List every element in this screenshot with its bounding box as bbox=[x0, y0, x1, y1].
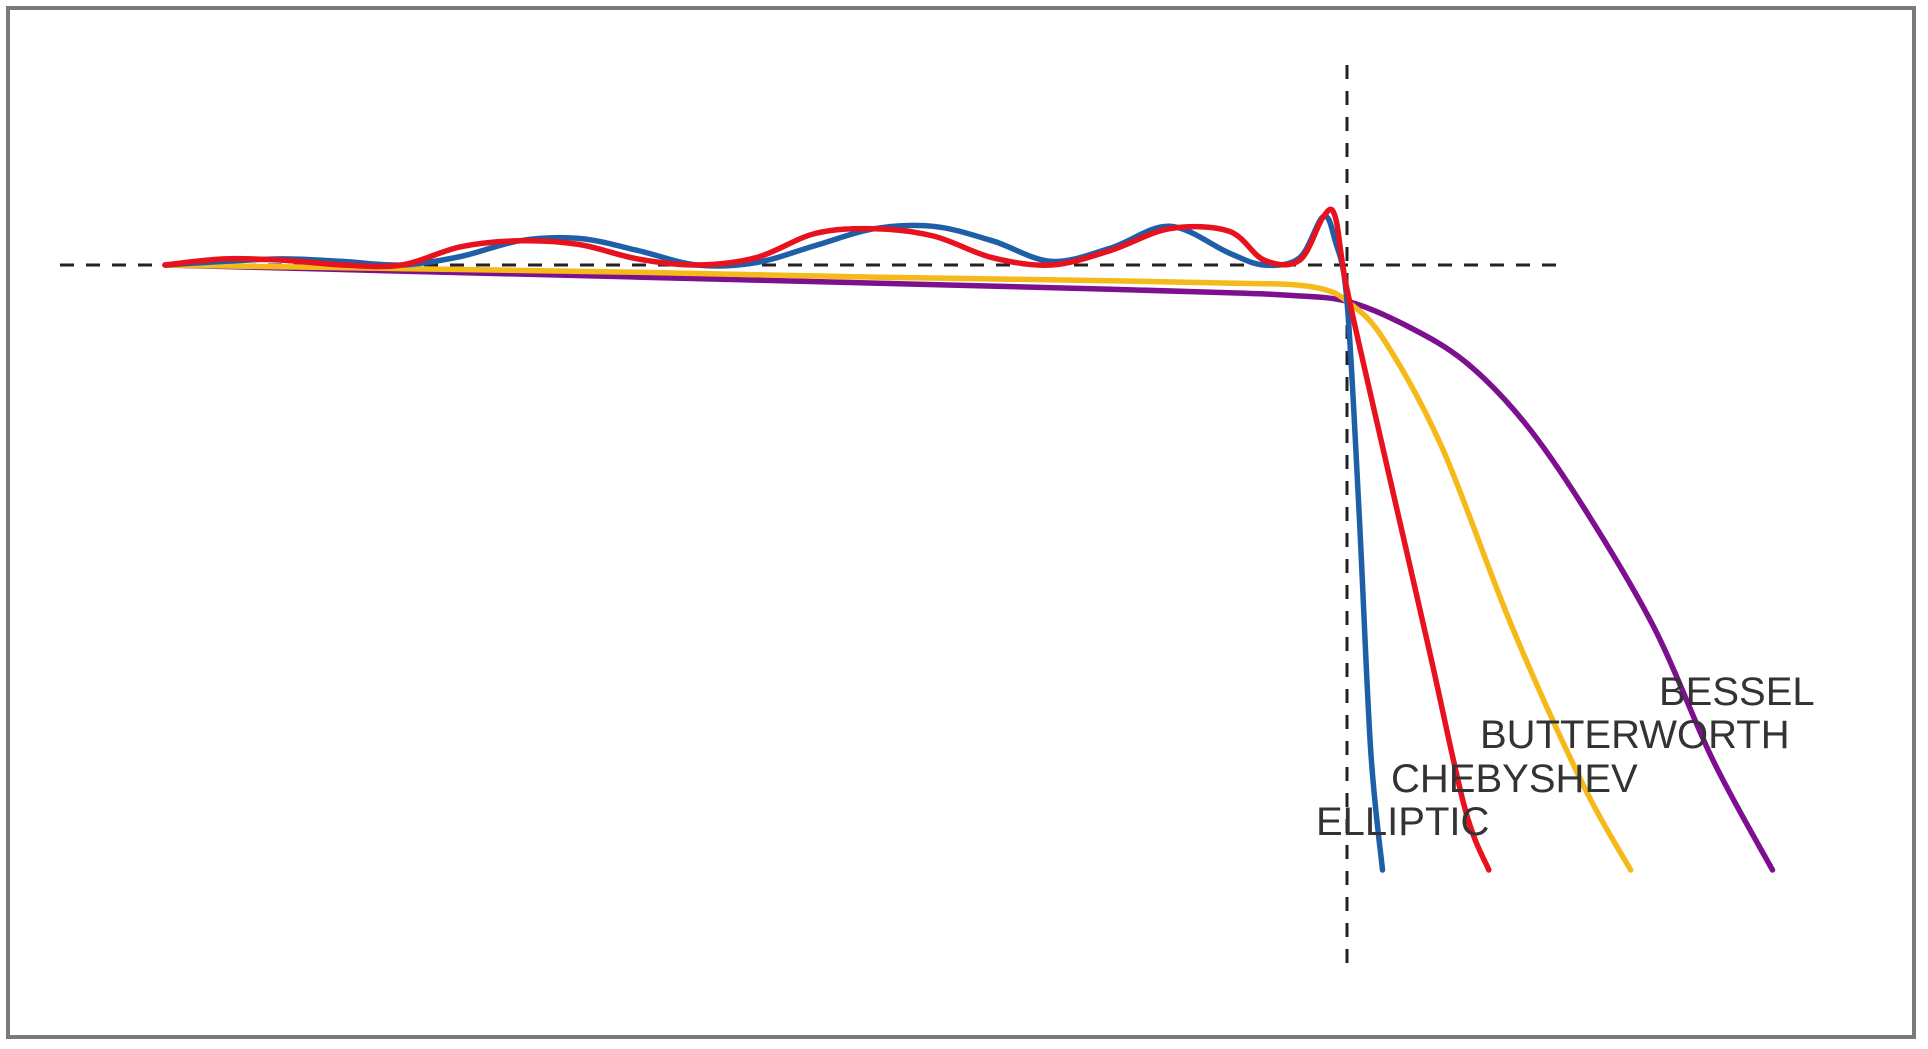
reference-lines bbox=[60, 65, 1560, 970]
series-lines bbox=[162, 206, 1776, 873]
series-line-butterworth bbox=[162, 262, 1634, 873]
label-butterworth: BUTTERWORTH bbox=[1480, 713, 1790, 757]
series-line-chebyshev bbox=[162, 206, 1492, 873]
label-elliptic: ELLIPTIC bbox=[1316, 800, 1489, 844]
series-labels: BESSEL BUTTERWORTH CHEBYSHEV ELLIPTIC bbox=[1316, 670, 1815, 844]
label-chebyshev: CHEBYSHEV bbox=[1391, 757, 1638, 801]
series-line-bessel bbox=[162, 262, 1776, 873]
series-line-elliptic bbox=[162, 213, 1386, 873]
chart-frame bbox=[6, 6, 1916, 1039]
label-bessel: BESSEL bbox=[1659, 670, 1815, 714]
